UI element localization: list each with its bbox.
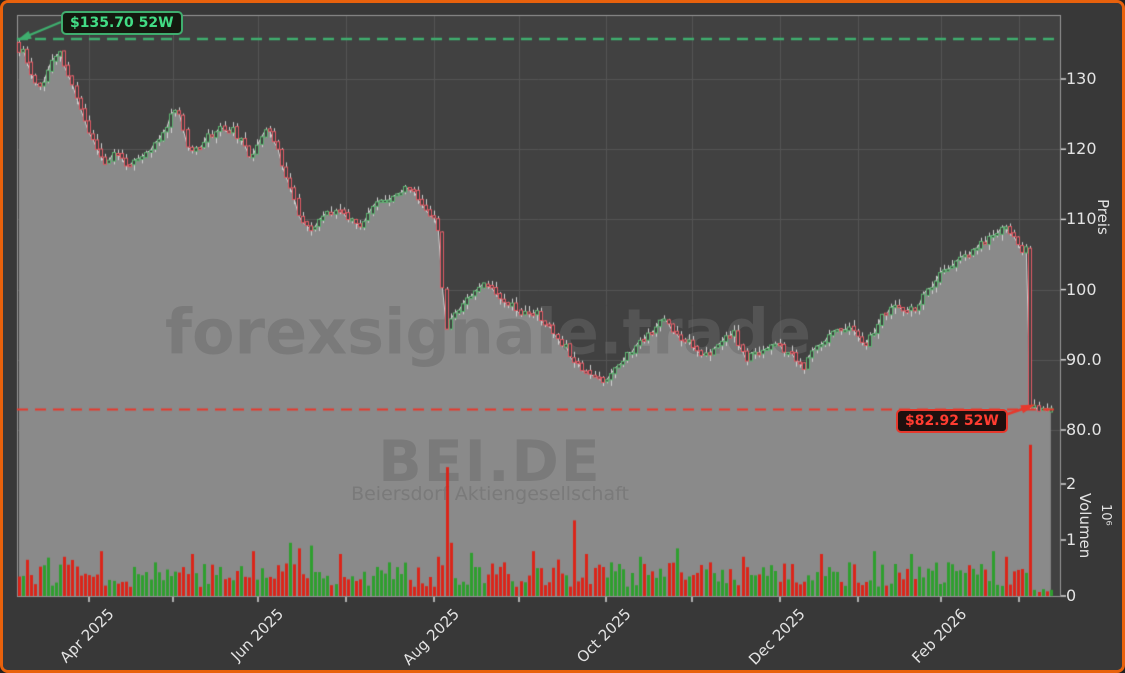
price-volume-canvas [3,3,1122,670]
